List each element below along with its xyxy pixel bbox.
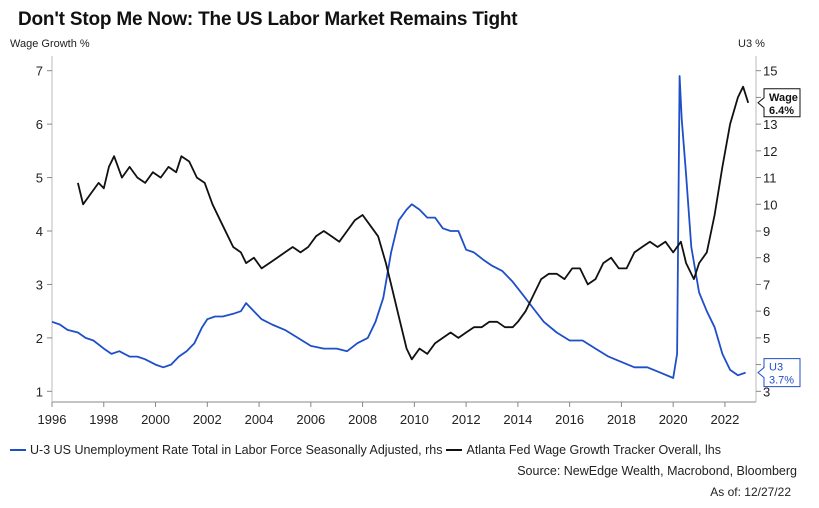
x-tick-label: 1996: [38, 412, 67, 427]
legend: U-3 US Unemployment Rate Total in Labor …: [10, 443, 725, 457]
y-left-tick-label: 5: [36, 171, 43, 186]
y-right-tick-label: 13: [763, 117, 777, 132]
y-right-tick-label: 3: [763, 384, 770, 399]
right-axis-label: U3 %: [738, 38, 765, 50]
y-left-tick-label: 3: [36, 277, 43, 292]
x-tick-label: 2018: [607, 412, 636, 427]
y-left-tick-label: 6: [36, 117, 43, 132]
legend-swatch-u3: [10, 449, 26, 451]
as-of-date: As of: 12/27/22: [710, 485, 791, 499]
x-tick-label: 2000: [141, 412, 170, 427]
y-right-tick-label: 12: [763, 144, 777, 159]
x-tick-label: 2004: [245, 412, 274, 427]
x-tick-label: 1998: [89, 412, 118, 427]
wage-callout-title: Wage: [769, 92, 798, 104]
u3-callout: U33.7%: [757, 358, 801, 388]
u3-callout-value: 3.7%: [769, 375, 794, 387]
y-right-tick-label: 15: [763, 64, 777, 79]
u3-series-line: [51, 75, 746, 379]
y-left-tick-label: 2: [36, 331, 43, 346]
y-right-tick-label: 5: [763, 331, 770, 346]
y-left-tick-label: 1: [36, 384, 43, 399]
y-right-tick-label: 10: [763, 197, 777, 212]
wage-callout-value: 6.4%: [769, 105, 794, 117]
x-tick-label: 2006: [296, 412, 325, 427]
x-tick-label: 2002: [193, 412, 222, 427]
u3-callout-box: [757, 358, 801, 388]
y-right-tick-label: 6: [763, 304, 770, 319]
y-left-tick-label: 7: [36, 64, 43, 79]
legend-item-u3: U-3 US Unemployment Rate Total in Labor …: [10, 443, 442, 457]
left-axis-label: Wage Growth %: [10, 38, 90, 50]
legend-label-u3: U-3 US Unemployment Rate Total in Labor …: [30, 443, 443, 457]
x-tick-label: 2010: [400, 412, 429, 427]
x-tick-label: 2022: [710, 412, 739, 427]
wage-series-line: [77, 85, 750, 361]
x-tick-label: 2016: [555, 412, 584, 427]
x-tick-label: 2012: [452, 412, 481, 427]
y-right-tick-label: 8: [763, 251, 770, 266]
wage-callout-box: [757, 88, 801, 118]
legend-label-wage: Atlanta Fed Wage Growth Tracker Overall,…: [466, 443, 721, 457]
x-tick-label: 2020: [659, 412, 688, 427]
legend-swatch-wage: [446, 449, 463, 451]
y-right-tick-label: 11: [763, 171, 777, 186]
u3-callout-title: U3: [769, 362, 783, 374]
y-right-tick-label: 9: [763, 224, 770, 239]
chart-title: Don't Stop Me Now: The US Labor Market R…: [18, 9, 518, 30]
legend-item-wage: Atlanta Fed Wage Growth Tracker Overall,…: [446, 443, 721, 457]
source-note: Source: NewEdge Wealth, Macrobond, Bloom…: [517, 464, 797, 478]
line-chart: 1234567345678910111213141519961998200020…: [36, 56, 801, 427]
x-tick-label: 2014: [503, 412, 532, 427]
y-right-tick-label: 7: [763, 277, 770, 292]
x-tick-label: 2008: [348, 412, 377, 427]
y-left-tick-label: 4: [36, 224, 43, 239]
